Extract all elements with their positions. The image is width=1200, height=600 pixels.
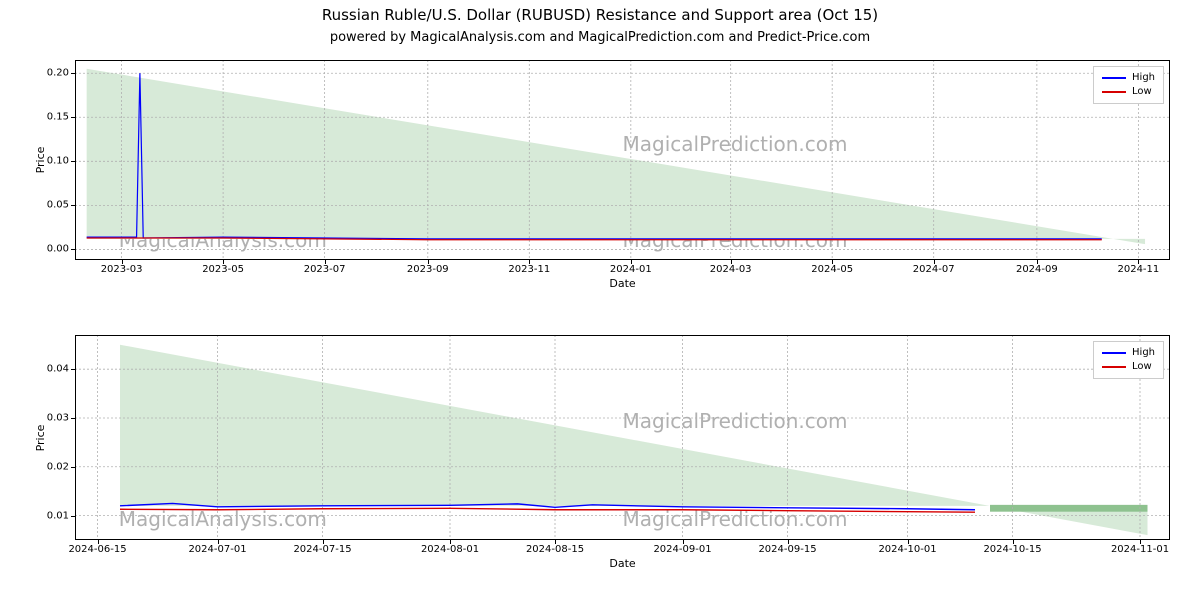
x-tick-mark — [832, 260, 833, 264]
x-tick-mark — [122, 260, 123, 264]
x-tick-label: 2024-09-15 — [758, 544, 816, 555]
y-tick-mark — [71, 117, 75, 118]
x-tick-mark — [908, 540, 909, 544]
legend-label: Low — [1132, 360, 1152, 374]
x-tick-mark — [1013, 540, 1014, 544]
legend-item: High — [1102, 346, 1155, 360]
y-tick-label: 0.02 — [47, 461, 69, 472]
x-axis-label: Date — [609, 557, 635, 570]
x-tick-label: 2024-10-15 — [983, 544, 1041, 555]
x-tick-label: 2024-11-01 — [1111, 544, 1169, 555]
y-tick-mark — [71, 516, 75, 517]
x-tick-label: 2023-05 — [202, 264, 244, 275]
x-tick-label: 2023-11 — [508, 264, 550, 275]
x-tick-label: 2024-10-01 — [878, 544, 936, 555]
x-tick-label: 2024-03 — [710, 264, 752, 275]
y-tick-mark — [71, 249, 75, 250]
chart-subtitle: powered by MagicalAnalysis.com and Magic… — [0, 30, 1200, 45]
y-tick-label: 0.01 — [47, 510, 69, 521]
y-tick-mark — [71, 467, 75, 468]
x-tick-mark — [1140, 540, 1141, 544]
legend: HighLow — [1093, 341, 1164, 379]
x-tick-label: 2024-01 — [610, 264, 652, 275]
legend-swatch — [1102, 366, 1126, 368]
legend-item: High — [1102, 71, 1155, 85]
x-tick-mark — [98, 540, 99, 544]
y-tick-mark — [71, 418, 75, 419]
x-axis-label: Date — [609, 277, 635, 290]
y-tick-label: 0.15 — [47, 112, 69, 123]
legend-swatch — [1102, 77, 1126, 79]
plot-svg — [75, 60, 1170, 260]
x-tick-label: 2024-11 — [1117, 264, 1159, 275]
x-tick-label: 2024-05 — [811, 264, 853, 275]
x-tick-mark — [450, 540, 451, 544]
x-tick-mark — [1037, 260, 1038, 264]
legend: HighLow — [1093, 66, 1164, 104]
legend-label: Low — [1132, 85, 1152, 99]
y-tick-label: 0.03 — [47, 412, 69, 423]
x-tick-label: 2024-09-01 — [653, 544, 711, 555]
y-tick-label: 0.10 — [47, 156, 69, 167]
legend-item: Low — [1102, 85, 1155, 99]
plot-svg — [75, 335, 1170, 540]
chart-suptitle: Russian Ruble/U.S. Dollar (RUBUSD) Resis… — [0, 6, 1200, 24]
panel-bottom: MagicalAnalysis.comMagicalPrediction.com… — [75, 335, 1170, 540]
x-tick-mark — [325, 260, 326, 264]
y-tick-mark — [71, 369, 75, 370]
x-tick-mark — [1138, 260, 1139, 264]
projection-bar — [990, 505, 1148, 512]
x-tick-mark — [731, 260, 732, 264]
x-tick-label: 2024-09 — [1016, 264, 1058, 275]
legend-label: High — [1132, 346, 1155, 360]
x-tick-label: 2023-09 — [407, 264, 449, 275]
y-tick-mark — [71, 205, 75, 206]
x-tick-mark — [218, 540, 219, 544]
figure: Russian Ruble/U.S. Dollar (RUBUSD) Resis… — [0, 0, 1200, 600]
x-tick-label: 2023-03 — [101, 264, 143, 275]
x-tick-label: 2024-08-01 — [421, 544, 479, 555]
x-tick-mark — [223, 260, 224, 264]
support-resistance-area — [87, 69, 1145, 244]
x-tick-mark — [788, 540, 789, 544]
x-tick-mark — [555, 540, 556, 544]
x-tick-mark — [529, 260, 530, 264]
y-axis-label: Price — [34, 424, 47, 451]
x-tick-label: 2024-07-01 — [188, 544, 246, 555]
legend-label: High — [1132, 71, 1155, 85]
x-tick-mark — [428, 260, 429, 264]
x-tick-mark — [683, 540, 684, 544]
x-tick-label: 2024-06-15 — [68, 544, 126, 555]
x-tick-mark — [323, 540, 324, 544]
y-tick-label: 0.05 — [47, 200, 69, 211]
y-tick-mark — [71, 161, 75, 162]
panel-top: MagicalAnalysis.comMagicalPrediction.com… — [75, 60, 1170, 260]
x-tick-label: 2024-08-15 — [526, 544, 584, 555]
y-tick-mark — [71, 73, 75, 74]
y-tick-label: 0.20 — [47, 68, 69, 79]
x-tick-label: 2024-07 — [913, 264, 955, 275]
legend-item: Low — [1102, 360, 1155, 374]
x-tick-mark — [934, 260, 935, 264]
x-tick-label: 2024-07-15 — [293, 544, 351, 555]
x-tick-mark — [631, 260, 632, 264]
y-axis-label: Price — [34, 147, 47, 174]
legend-swatch — [1102, 91, 1126, 93]
legend-swatch — [1102, 352, 1126, 354]
y-tick-label: 0.00 — [47, 244, 69, 255]
y-tick-label: 0.04 — [47, 364, 69, 375]
x-tick-label: 2023-07 — [304, 264, 346, 275]
